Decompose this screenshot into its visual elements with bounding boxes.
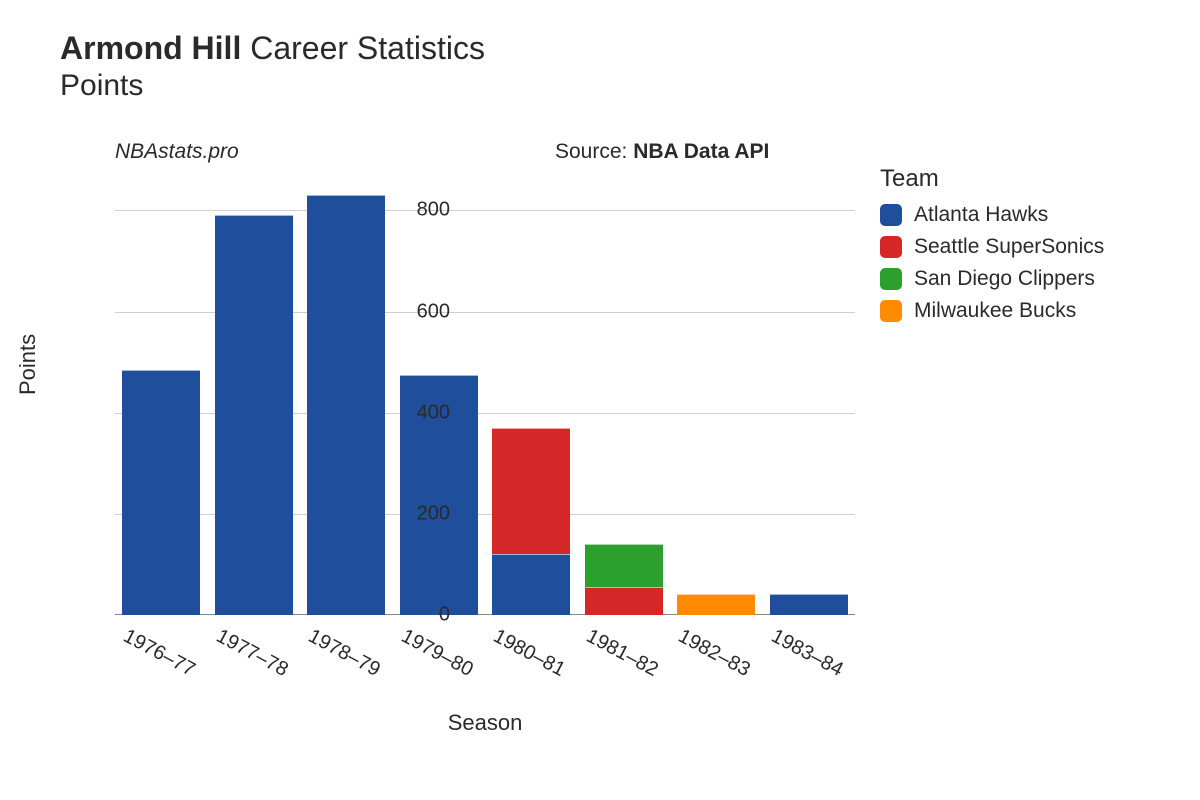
chart-subtitle: Points	[60, 69, 1160, 103]
bar-segment	[585, 544, 663, 587]
title-rest: Career Statistics	[241, 30, 485, 66]
bar-segment	[770, 594, 848, 615]
bar-segment	[215, 215, 293, 615]
y-tick-label: 600	[390, 300, 450, 323]
source-label: Source: NBA Data API	[555, 140, 769, 164]
y-axis-title: Points	[15, 334, 41, 395]
legend-swatch	[880, 268, 902, 290]
legend-swatch	[880, 300, 902, 322]
legend-label: Seattle SuperSonics	[914, 235, 1104, 259]
legend-swatch	[880, 204, 902, 226]
x-tick-label: 1978–79	[304, 625, 384, 682]
bar-segment	[307, 195, 385, 615]
plot-area	[115, 175, 855, 615]
legend-label: Atlanta Hawks	[914, 203, 1048, 227]
y-tick-label: 0	[390, 604, 450, 627]
bar-segment	[122, 370, 200, 615]
x-tick-label: 1976–77	[119, 625, 199, 682]
gridline	[115, 210, 855, 211]
x-tick-label: 1980–81	[489, 625, 569, 682]
bar-segment	[585, 587, 663, 615]
bar-segment	[492, 428, 570, 554]
legend-item: Seattle SuperSonics	[880, 235, 1104, 259]
source-prefix: Source:	[555, 140, 633, 163]
attribution-label: NBAstats.pro	[115, 140, 239, 164]
bar-segment	[677, 594, 755, 615]
legend: Team Atlanta Hawks Seattle SuperSonics San…	[880, 165, 1104, 331]
x-tick-label: 1979–80	[397, 625, 477, 682]
y-tick-label: 400	[390, 401, 450, 424]
x-tick-label: 1982–83	[674, 625, 754, 682]
x-axis-title: Season	[115, 710, 855, 736]
legend-item: Milwaukee Bucks	[880, 299, 1104, 323]
x-tick-label: 1977–78	[212, 625, 292, 682]
y-tick-label: 800	[390, 199, 450, 222]
bar-segment	[492, 554, 570, 615]
legend-label: Milwaukee Bucks	[914, 299, 1076, 323]
legend-swatch	[880, 236, 902, 258]
x-tick-label: 1981–82	[582, 625, 662, 682]
legend-label: San Diego Clippers	[914, 267, 1095, 291]
y-tick-label: 200	[390, 502, 450, 525]
chart-title: Armond Hill Career Statistics	[60, 30, 1160, 67]
title-bold: Armond Hill	[60, 30, 241, 66]
legend-item: San Diego Clippers	[880, 267, 1104, 291]
chart-container: Armond Hill Career Statistics Points	[60, 30, 1160, 103]
x-tick-label: 1983–84	[767, 625, 847, 682]
source-name: NBA Data API	[633, 140, 769, 163]
legend-title: Team	[880, 165, 1104, 193]
legend-item: Atlanta Hawks	[880, 203, 1104, 227]
